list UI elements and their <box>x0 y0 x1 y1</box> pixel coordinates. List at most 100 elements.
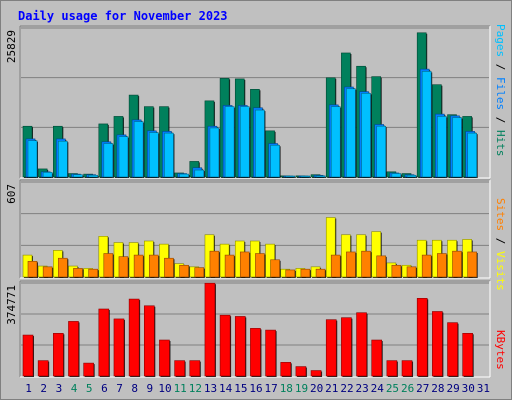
day-label: 8 <box>131 382 138 395</box>
bar-pages <box>330 106 341 178</box>
bar-kbytes <box>250 328 261 377</box>
bar-sites <box>164 257 174 278</box>
bar-sites <box>224 254 235 278</box>
bar-sites <box>42 266 53 278</box>
bar-sites <box>73 268 83 278</box>
bar-kbytes <box>143 305 155 377</box>
right-label-part: Sites <box>494 198 507 231</box>
bar-sites <box>179 264 189 278</box>
day-label: 13 <box>204 382 217 395</box>
bar-kbytes <box>371 339 383 377</box>
day-label: 29 <box>446 382 459 395</box>
day-label: 10 <box>158 382 171 395</box>
bar-shadow <box>301 177 311 178</box>
bar-sites <box>330 254 341 278</box>
bar-sites <box>255 253 265 278</box>
bar-kbytes <box>341 317 352 377</box>
day-label: 9 <box>147 382 154 395</box>
day-label: 28 <box>431 382 444 395</box>
day-label: 5 <box>86 382 93 395</box>
day-label: 22 <box>340 382 353 395</box>
day-label: 16 <box>249 382 262 395</box>
day-label: 2 <box>40 382 47 395</box>
day-label: 19 <box>295 382 308 395</box>
series-sites <box>27 250 478 278</box>
bar-pages <box>209 127 220 178</box>
bar-pages <box>148 132 159 178</box>
day-label: 31 <box>477 382 490 395</box>
bar-pages <box>164 132 174 178</box>
bar-pages <box>300 175 311 178</box>
day-label: 20 <box>310 382 323 395</box>
right-label-part: / <box>494 57 507 77</box>
bar-sites <box>467 251 477 278</box>
panel-hits-files-pages: 25829 <box>5 25 491 179</box>
bar-sites <box>300 268 311 278</box>
chart-title: Daily usage for November 2023 <box>18 9 228 23</box>
right-label-bottom: KBytes <box>494 330 507 370</box>
bar-sites <box>346 251 356 278</box>
bar-kbytes <box>189 360 201 377</box>
bar-kbytes <box>22 334 34 377</box>
bar-sites <box>118 256 129 278</box>
bar-kbytes <box>447 322 458 377</box>
bar-pages <box>73 174 83 178</box>
day-label: 4 <box>71 382 78 395</box>
bar-sites <box>133 254 144 278</box>
day-label: 3 <box>56 382 63 395</box>
bar-pages <box>179 173 189 178</box>
bar-pages <box>285 175 296 178</box>
bar-pages <box>103 143 114 178</box>
bar-sites <box>27 261 38 278</box>
bar-kbytes <box>356 312 367 377</box>
day-label: 18 <box>280 382 293 395</box>
bar-kbytes <box>462 333 473 377</box>
bar-kbytes <box>386 360 398 377</box>
bar-pages <box>42 172 53 178</box>
right-label-part: Hits <box>494 130 507 157</box>
right-label-part: Pages <box>494 24 507 57</box>
bar-pages <box>224 106 235 178</box>
bar-pages <box>421 71 432 178</box>
bar-kbytes <box>159 339 170 377</box>
bar-sites <box>209 250 220 278</box>
bar-kbytes <box>280 362 292 377</box>
bar-pages <box>194 169 205 178</box>
bar-kbytes <box>310 370 322 377</box>
bar-pages <box>467 132 477 178</box>
bar-pages <box>315 175 326 178</box>
bar-sites <box>194 267 205 278</box>
bar-pages <box>88 174 98 178</box>
bar-kbytes <box>204 282 216 377</box>
bar-pages <box>239 106 250 178</box>
day-label: 12 <box>189 382 202 395</box>
bar-sites <box>361 250 371 278</box>
day-label: 24 <box>371 382 385 395</box>
bar-pages <box>270 144 280 178</box>
bar-sites <box>239 251 250 278</box>
day-label: 6 <box>101 382 108 395</box>
bar-sites <box>406 266 417 278</box>
bar-sites <box>88 268 98 278</box>
bar-kbytes <box>174 360 185 377</box>
max-value-label: 374771 <box>5 285 18 325</box>
right-label-part: / <box>494 231 507 251</box>
bar-pages <box>376 125 387 178</box>
bar-pages <box>391 173 402 178</box>
bar-pages <box>406 174 417 178</box>
day-label: 17 <box>265 382 278 395</box>
bar-kbytes <box>68 321 79 377</box>
series-pages <box>27 71 478 178</box>
bar-kbytes <box>98 308 110 377</box>
day-label: 27 <box>416 382 429 395</box>
right-label-middle: Sites / Visits <box>494 198 507 291</box>
bar-kbytes <box>219 314 231 377</box>
day-label: 30 <box>462 382 475 395</box>
bar-pages <box>133 121 144 178</box>
bar-sites <box>437 253 447 278</box>
bar-kbytes <box>325 319 337 377</box>
max-value-label: 25829 <box>5 30 18 63</box>
day-label: 15 <box>234 382 247 395</box>
bar-sites <box>148 254 159 278</box>
bar-kbytes <box>113 318 125 377</box>
